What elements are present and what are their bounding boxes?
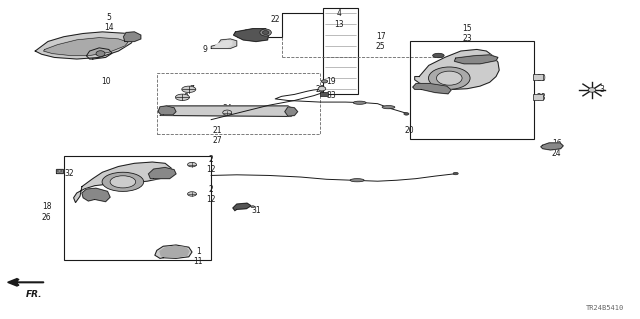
Polygon shape [44,38,128,56]
Text: 1
11: 1 11 [194,247,203,266]
Polygon shape [86,48,112,59]
Bar [533,94,543,100]
Polygon shape [454,55,498,64]
Ellipse shape [102,172,144,191]
Text: 32: 32 [64,169,74,178]
Text: 8: 8 [183,93,188,102]
Text: TR24B5410: TR24B5410 [586,305,624,311]
Ellipse shape [96,51,105,56]
Polygon shape [82,188,110,202]
Text: 4
13: 4 13 [334,10,344,29]
Ellipse shape [404,113,409,115]
Text: 10: 10 [100,77,111,86]
Text: 33: 33 [326,91,336,100]
Ellipse shape [433,53,444,58]
Ellipse shape [182,86,196,93]
Ellipse shape [453,172,458,175]
Text: 20: 20 [404,126,415,135]
Text: 9: 9 [202,45,207,54]
Polygon shape [155,245,192,258]
Polygon shape [124,32,141,41]
Ellipse shape [588,88,596,92]
Ellipse shape [260,29,271,36]
Text: 18
26: 18 26 [42,203,52,222]
Polygon shape [211,39,237,48]
Polygon shape [413,84,451,94]
Polygon shape [160,246,189,257]
Ellipse shape [58,170,61,172]
Polygon shape [541,143,563,150]
Text: 29: 29 [315,85,325,94]
Ellipse shape [110,176,136,188]
Polygon shape [148,167,176,179]
Text: 7: 7 [189,85,195,94]
Polygon shape [285,107,298,116]
Polygon shape [233,203,251,211]
Text: 2
12: 2 12 [207,155,216,174]
Ellipse shape [188,162,196,167]
Ellipse shape [350,179,364,182]
Polygon shape [160,106,294,116]
Text: 30: 30 [536,74,546,83]
Ellipse shape [318,86,326,91]
Polygon shape [415,49,499,89]
Text: 34: 34 [222,104,232,113]
Polygon shape [234,29,269,41]
Polygon shape [214,41,232,47]
Bar [320,92,328,96]
Text: 16
24: 16 24 [552,139,562,158]
Polygon shape [74,162,172,203]
Ellipse shape [188,192,196,196]
Text: 19: 19 [326,77,336,86]
Text: 28: 28 [536,93,545,102]
Polygon shape [8,278,17,286]
Ellipse shape [175,94,189,100]
Text: 5
14: 5 14 [104,13,114,32]
Ellipse shape [251,206,255,208]
Ellipse shape [382,106,395,109]
Text: 6: 6 [244,29,249,38]
Ellipse shape [262,31,269,34]
Text: 2
12: 2 12 [207,185,216,204]
Text: 22: 22 [271,15,280,24]
Bar [533,74,543,80]
Polygon shape [56,169,63,173]
Ellipse shape [321,80,328,83]
Text: 3: 3 [599,85,604,94]
Ellipse shape [436,71,462,85]
Polygon shape [35,32,134,59]
Polygon shape [158,106,176,115]
Text: 17
25: 17 25 [376,32,386,51]
Text: 31: 31 [251,206,261,215]
Ellipse shape [223,110,232,115]
Text: FR.: FR. [26,290,43,299]
Ellipse shape [429,67,470,89]
Ellipse shape [353,101,366,104]
Text: 15
23: 15 23 [462,24,472,43]
Text: 21
27: 21 27 [212,126,223,145]
